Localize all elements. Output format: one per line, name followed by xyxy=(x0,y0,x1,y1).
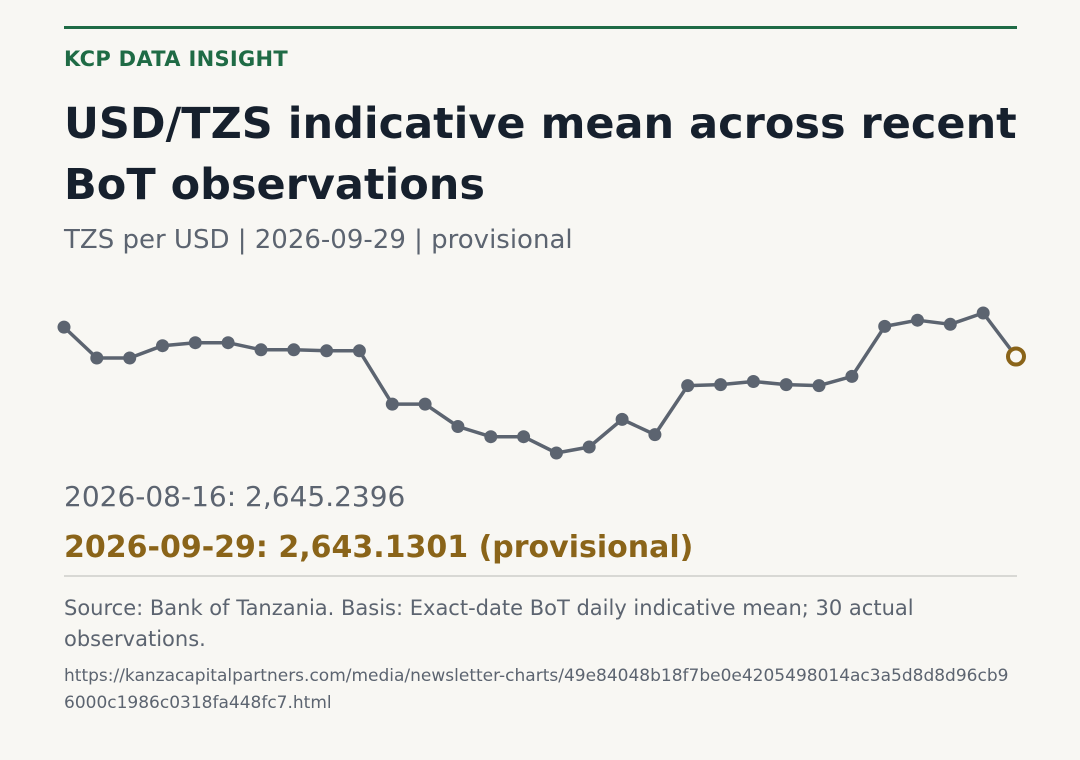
data-point xyxy=(648,428,662,442)
data-point xyxy=(287,343,301,357)
data-point xyxy=(746,375,760,388)
data-point xyxy=(582,440,596,454)
data-point xyxy=(320,344,334,358)
data-point xyxy=(615,412,629,426)
top-rule xyxy=(64,26,1017,29)
data-point xyxy=(352,344,366,358)
data-point xyxy=(779,378,793,392)
data-point xyxy=(418,397,432,411)
data-point xyxy=(221,336,235,350)
series-line xyxy=(62,311,1018,455)
data-point xyxy=(188,336,202,350)
data-point xyxy=(156,339,169,353)
bottom-rule xyxy=(64,575,1017,577)
chart-title: USD/TZS indicative mean across recent Bo… xyxy=(64,99,1017,210)
data-point xyxy=(681,379,695,393)
data-point xyxy=(517,430,531,444)
data-point xyxy=(845,369,859,383)
data-point xyxy=(385,397,399,411)
source-url: https://kanzacapitalpartners.com/media/n… xyxy=(64,666,1009,713)
line-chart xyxy=(57,306,1026,460)
data-point xyxy=(878,319,892,333)
data-point xyxy=(943,317,957,331)
provisional-point xyxy=(1006,346,1026,367)
source-note: Source: Bank of Tanzania. Basis: Exact-d… xyxy=(64,596,914,651)
data-point xyxy=(123,351,137,365)
last-value-label: 2026-09-29: 2,643.1301 (provisional) xyxy=(64,530,694,565)
chart-subtitle: TZS per USD | 2026-09-29 | provisional xyxy=(64,225,573,255)
first-value-label: 2026-08-16: 2,645.2396 xyxy=(64,480,406,513)
data-point xyxy=(90,351,104,365)
data-point xyxy=(976,306,990,320)
data-point xyxy=(714,378,728,392)
kicker: KCP DATA INSIGHT xyxy=(64,47,289,71)
data-point xyxy=(911,313,924,327)
data-point xyxy=(254,343,268,357)
data-point xyxy=(812,379,826,393)
data-point xyxy=(549,446,563,460)
data-point xyxy=(451,420,465,433)
data-point xyxy=(57,320,71,334)
data-point xyxy=(484,430,498,444)
